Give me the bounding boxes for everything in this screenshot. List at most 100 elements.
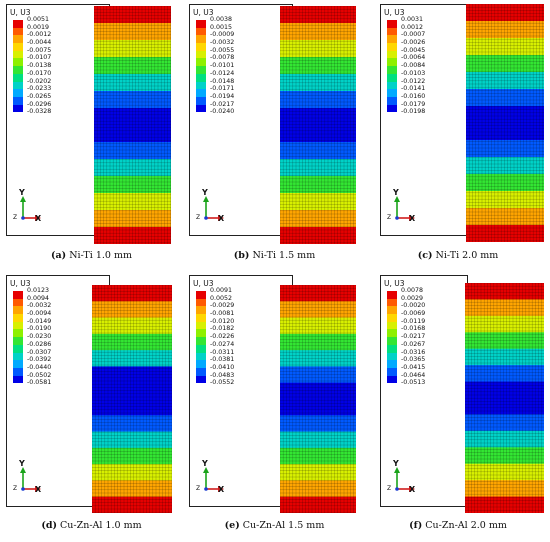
legend-value: -0.0160 bbox=[401, 92, 426, 100]
legend-swatch bbox=[196, 66, 206, 74]
contour-band bbox=[466, 123, 544, 141]
contour-band bbox=[465, 315, 544, 333]
panel-caption: (e) Cu-Zn-Al 1.5 mm bbox=[183, 520, 366, 531]
contour-band bbox=[92, 415, 172, 433]
legend-value: -0.0233 bbox=[27, 85, 52, 93]
legend-value: -0.0045 bbox=[401, 46, 426, 54]
legend-value: 0.0019 bbox=[27, 23, 50, 31]
caption-letter: (b) bbox=[233, 250, 250, 261]
legend-value: -0.0307 bbox=[27, 348, 52, 356]
contour-band bbox=[280, 6, 356, 24]
axis-y-label: Y bbox=[202, 188, 208, 197]
legend-swatch bbox=[13, 73, 23, 82]
axis-y-label: Y bbox=[202, 459, 208, 468]
legend-swatch bbox=[13, 352, 23, 361]
legend-swatch bbox=[196, 298, 206, 307]
axis-z-label: Z bbox=[13, 485, 18, 492]
legend-value: -0.0392 bbox=[27, 356, 52, 364]
legend-value: 0.0052 bbox=[210, 294, 233, 302]
caption-letter: (c) bbox=[417, 250, 433, 261]
contour-band bbox=[466, 21, 544, 39]
axis-triad-arrows-icon bbox=[394, 196, 415, 221]
legend-value: -0.0202 bbox=[27, 77, 52, 85]
contour-band bbox=[465, 283, 544, 300]
legend-value: -0.0311 bbox=[210, 348, 235, 356]
contour-band bbox=[280, 496, 356, 513]
contour-band bbox=[280, 317, 356, 335]
legend-box: U, U3 0.0078 0.0029 -0.0020 -0.0069 -0.0119-… bbox=[380, 275, 468, 507]
contour-band bbox=[92, 317, 172, 335]
legend-title: U, U3 bbox=[193, 8, 214, 17]
axis-y-label: Y bbox=[393, 459, 399, 468]
axis-triad: Y X Z bbox=[387, 188, 437, 228]
legend-swatch bbox=[13, 43, 23, 51]
axis-triad-arrows-icon bbox=[20, 467, 41, 492]
legend-swatch bbox=[387, 43, 397, 51]
legend-value: 0.0051 bbox=[27, 16, 50, 23]
contour-band bbox=[465, 348, 544, 366]
legend-value: -0.0078 bbox=[210, 54, 235, 62]
legend-value: -0.0296 bbox=[27, 100, 52, 108]
legend-swatch bbox=[13, 337, 23, 345]
legend-value: -0.0226 bbox=[210, 333, 235, 341]
legend-swatch bbox=[196, 306, 206, 315]
axis-triad-arrows-icon bbox=[203, 196, 224, 221]
legend-value: -0.0094 bbox=[27, 310, 52, 318]
legend-value: 0.0123 bbox=[27, 287, 50, 294]
legend-value: -0.0055 bbox=[210, 46, 235, 54]
axis-z-label: Z bbox=[387, 485, 392, 492]
legend-value: -0.0552 bbox=[210, 379, 235, 387]
legend-value: -0.0020 bbox=[401, 302, 426, 310]
contour-band bbox=[92, 285, 172, 302]
legend-swatch bbox=[13, 360, 23, 368]
contour-band bbox=[280, 333, 356, 351]
contour-band bbox=[94, 6, 171, 24]
contour-band bbox=[280, 464, 356, 481]
legend-swatch bbox=[196, 321, 206, 330]
legend-swatch bbox=[13, 20, 23, 28]
legend-swatch bbox=[13, 81, 23, 90]
contour-band bbox=[280, 91, 356, 109]
contour-band bbox=[94, 40, 171, 58]
legend-swatch bbox=[196, 329, 206, 338]
panel-caption: (a) Ni-Ti 1.0 mm bbox=[0, 250, 183, 261]
mesh-grid bbox=[94, 6, 171, 244]
legend-swatch bbox=[387, 306, 397, 315]
legend-value: -0.0267 bbox=[401, 340, 426, 348]
legend-swatch bbox=[196, 73, 206, 82]
legend-value: 0.0091 bbox=[210, 287, 233, 294]
legend-value: -0.0101 bbox=[210, 62, 235, 70]
legend-value: -0.0230 bbox=[27, 333, 52, 341]
contour-mesh bbox=[280, 285, 356, 513]
legend-value: -0.0217 bbox=[401, 333, 426, 341]
panel-caption: (d) Cu-Zn-Al 1.0 mm bbox=[0, 520, 183, 531]
legend-swatch bbox=[13, 104, 23, 113]
panel-ni-ti-2-0: U, U3 0.0031 0.0012 -0.0007 -0.0026 -0.0045-… bbox=[366, 0, 550, 271]
contour-mesh bbox=[466, 4, 544, 242]
legend-swatch bbox=[387, 375, 397, 384]
contour-band bbox=[466, 208, 544, 226]
caption-text: Ni-Ti 2.0 mm bbox=[432, 250, 499, 261]
legend-value: -0.0240 bbox=[210, 108, 235, 116]
contour-band bbox=[280, 480, 356, 498]
caption-letter: (f) bbox=[409, 520, 423, 531]
legend-swatch bbox=[387, 89, 397, 97]
axis-z-label: Z bbox=[13, 214, 18, 221]
legend-swatch bbox=[13, 27, 23, 36]
legend-swatch bbox=[13, 50, 23, 59]
contour-band bbox=[466, 140, 544, 158]
panel-cu-zn-al-1-5: U, U3 0.0091 0.0052 -0.0029 -0.0081 -0.0120-… bbox=[183, 271, 366, 542]
axis-x-label: X bbox=[35, 214, 42, 223]
contour-band bbox=[466, 4, 544, 22]
mesh-grid bbox=[466, 4, 544, 242]
legend-swatch bbox=[196, 344, 206, 353]
legend-swatch bbox=[196, 314, 206, 322]
contour-band bbox=[92, 301, 172, 319]
panel-caption: (f) Cu-Zn-Al 2.0 mm bbox=[366, 520, 550, 531]
caption-letter: (e) bbox=[224, 520, 240, 531]
legend-swatch bbox=[13, 96, 23, 105]
contour-band bbox=[465, 496, 544, 513]
axis-y-label: Y bbox=[393, 188, 399, 197]
contour-band bbox=[280, 415, 356, 433]
axis-triad-arrows-icon bbox=[20, 196, 41, 221]
